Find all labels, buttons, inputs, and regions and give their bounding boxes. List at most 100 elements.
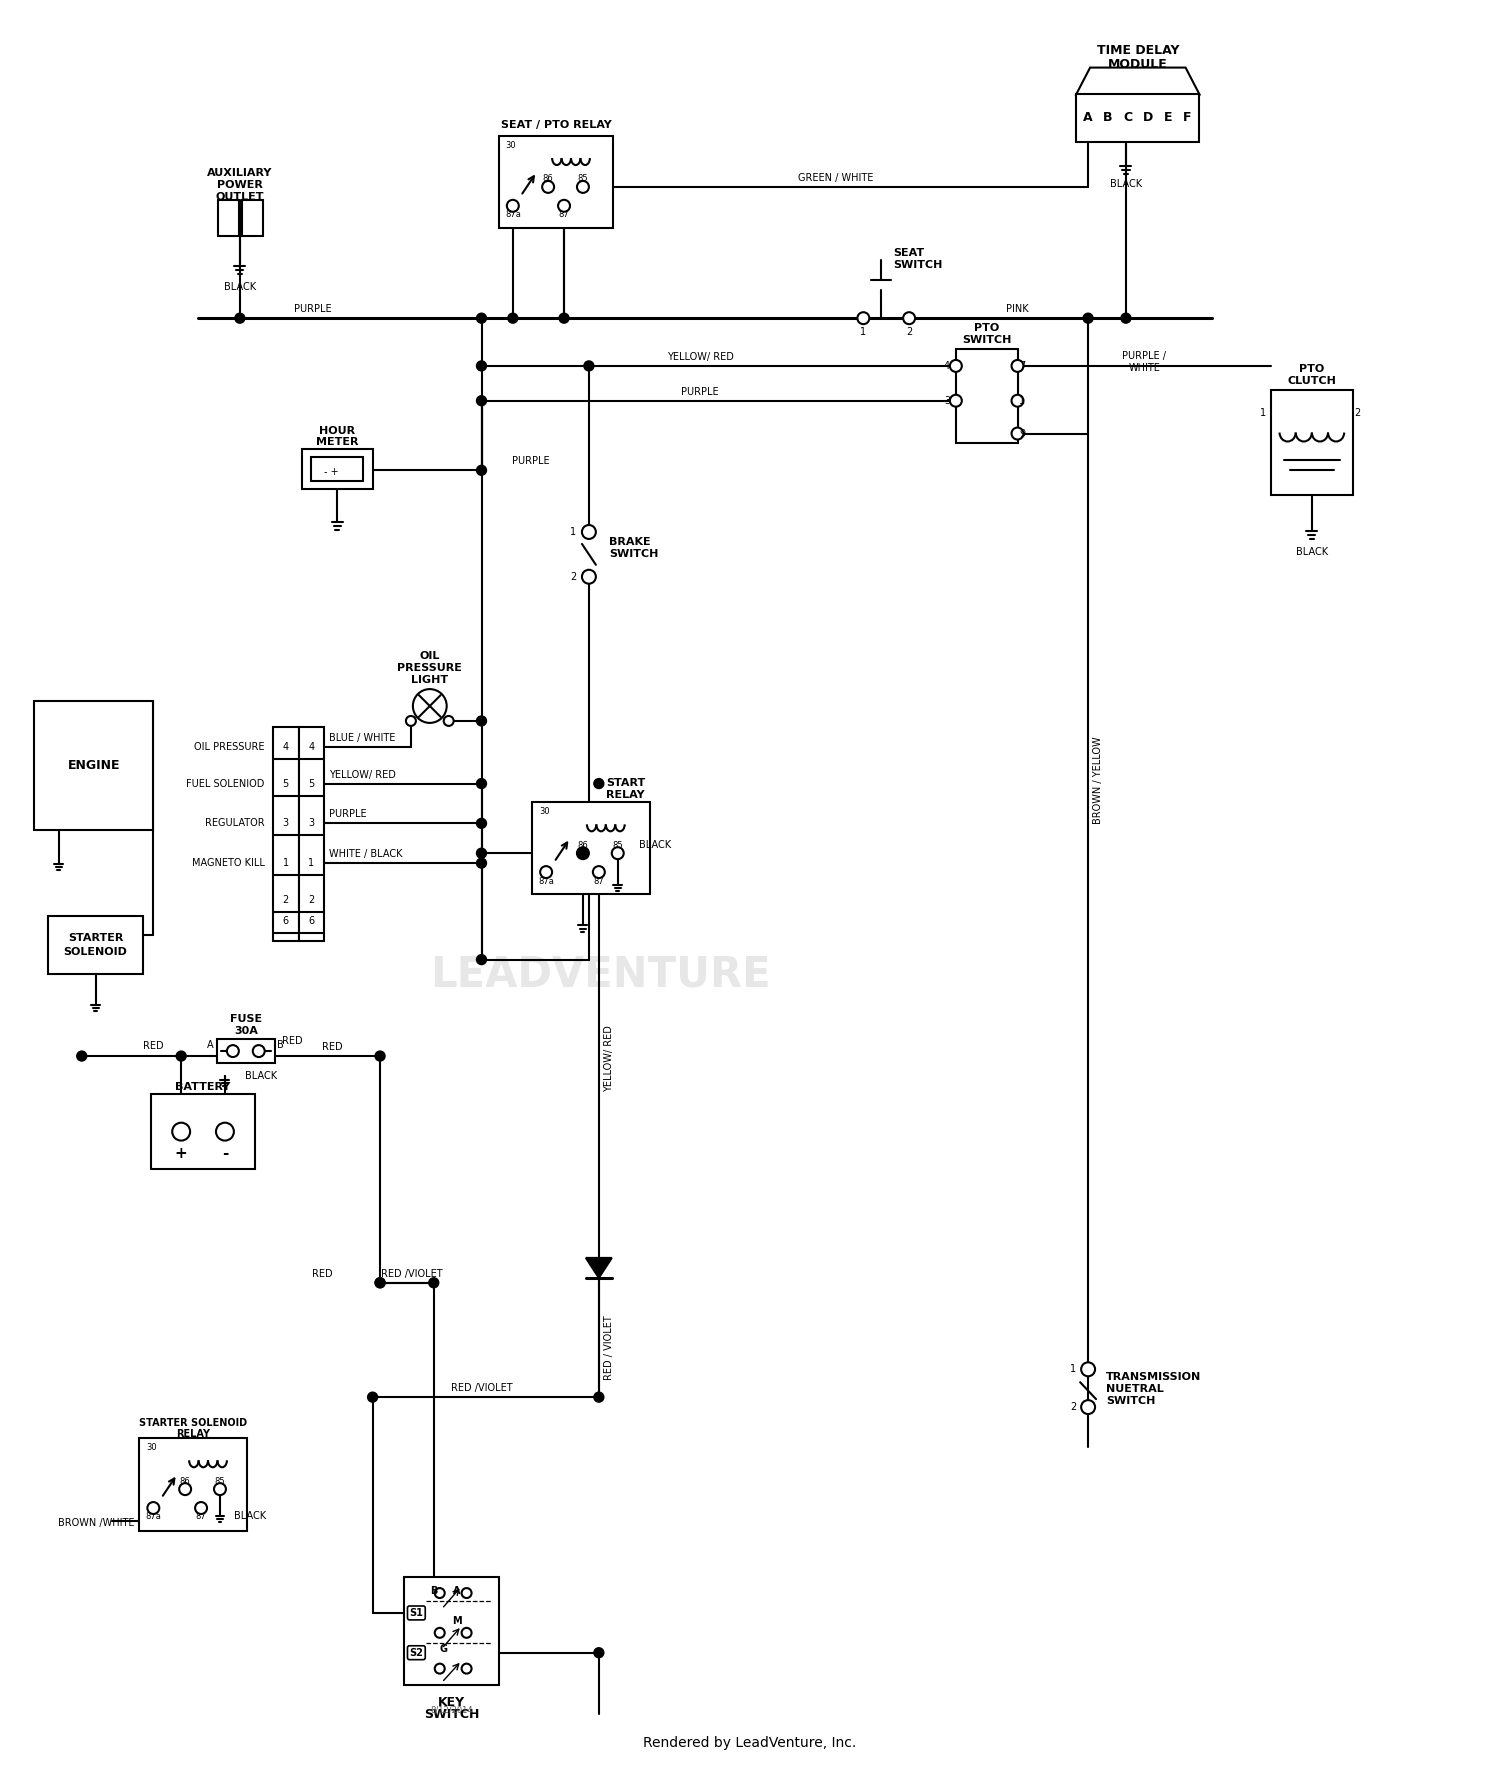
- Circle shape: [462, 1663, 471, 1674]
- Bar: [500, 137, 613, 227]
- Text: 30: 30: [538, 807, 549, 816]
- Bar: [152, 1094, 255, 1168]
- Text: - +: - +: [324, 468, 339, 477]
- Text: TIME DELAY: TIME DELAY: [1096, 44, 1179, 57]
- Circle shape: [178, 1484, 190, 1495]
- Text: 5: 5: [309, 778, 315, 789]
- Bar: [302, 449, 374, 489]
- Text: YELLOW/ RED: YELLOW/ RED: [330, 769, 396, 780]
- Circle shape: [236, 314, 244, 323]
- Text: 87a: 87a: [538, 876, 554, 885]
- Circle shape: [1011, 360, 1023, 372]
- Text: 86: 86: [578, 840, 588, 849]
- Circle shape: [477, 314, 486, 323]
- Text: 1: 1: [861, 326, 867, 337]
- Circle shape: [858, 312, 870, 324]
- Circle shape: [435, 1663, 444, 1674]
- Text: CLUTCH: CLUTCH: [1287, 376, 1336, 387]
- Circle shape: [950, 395, 962, 406]
- Text: RELAY: RELAY: [606, 789, 645, 800]
- Circle shape: [214, 1484, 226, 1495]
- Text: 1: 1: [309, 858, 315, 869]
- Text: 87: 87: [558, 211, 570, 220]
- Text: OUTLET: OUTLET: [216, 191, 264, 202]
- Text: START: START: [606, 778, 645, 787]
- Text: RELAY: RELAY: [176, 1429, 210, 1440]
- Circle shape: [1083, 314, 1094, 323]
- Circle shape: [582, 569, 596, 583]
- Text: 2: 2: [309, 895, 315, 904]
- Text: 3: 3: [282, 819, 288, 828]
- Circle shape: [375, 1278, 386, 1287]
- Text: WHITE / BLACK: WHITE / BLACK: [330, 849, 404, 860]
- Bar: [1270, 390, 1353, 495]
- Circle shape: [477, 465, 486, 475]
- Text: 4: 4: [282, 741, 288, 752]
- Text: PRESSURE: PRESSURE: [398, 663, 462, 674]
- Text: S2: S2: [410, 1647, 423, 1658]
- Circle shape: [195, 1502, 207, 1514]
- Circle shape: [612, 847, 624, 860]
- Bar: [242, 200, 262, 236]
- Text: BRAKE: BRAKE: [609, 537, 651, 546]
- Text: BLACK: BLACK: [234, 1511, 266, 1521]
- Circle shape: [584, 362, 594, 371]
- Circle shape: [1011, 427, 1023, 440]
- Text: 85: 85: [214, 1477, 225, 1486]
- Bar: [956, 349, 1017, 443]
- Text: WHITE: WHITE: [1128, 363, 1160, 372]
- Text: NUETRAL: NUETRAL: [1106, 1385, 1164, 1394]
- Circle shape: [76, 1051, 87, 1060]
- Circle shape: [582, 525, 596, 539]
- Circle shape: [477, 362, 486, 371]
- Circle shape: [254, 1044, 264, 1057]
- Text: B: B: [278, 1041, 284, 1050]
- Text: BLACK: BLACK: [244, 1071, 278, 1082]
- Bar: [48, 917, 142, 973]
- Text: 2: 2: [1070, 1402, 1076, 1411]
- Text: SWITCH: SWITCH: [1106, 1395, 1155, 1406]
- Circle shape: [477, 847, 486, 858]
- Text: 86: 86: [180, 1477, 190, 1486]
- Text: PURPLE /: PURPLE /: [1122, 351, 1167, 362]
- Text: 7: 7: [1020, 362, 1026, 371]
- Text: STARTER: STARTER: [68, 933, 123, 943]
- Text: 30: 30: [146, 1443, 156, 1452]
- Circle shape: [592, 867, 604, 878]
- Text: SWITCH: SWITCH: [892, 261, 942, 271]
- Text: 85: 85: [612, 840, 622, 849]
- Text: 9: 9: [1020, 429, 1026, 438]
- Text: SEAT / PTO RELAY: SEAT / PTO RELAY: [501, 121, 612, 129]
- Text: YELLOW/ RED: YELLOW/ RED: [604, 1025, 613, 1092]
- Text: BROWN /WHITE: BROWN /WHITE: [58, 1518, 135, 1528]
- Circle shape: [1082, 1401, 1095, 1415]
- Text: M: M: [452, 1615, 462, 1626]
- Text: F: F: [1184, 110, 1192, 124]
- Text: BLACK: BLACK: [224, 282, 256, 293]
- Bar: [140, 1438, 248, 1530]
- Text: 3: 3: [944, 395, 950, 406]
- Circle shape: [578, 847, 588, 858]
- Text: PTO: PTO: [974, 323, 999, 333]
- Circle shape: [368, 1392, 378, 1402]
- Bar: [532, 803, 650, 894]
- Circle shape: [1011, 395, 1023, 406]
- Text: 87a: 87a: [506, 211, 520, 220]
- Text: D: D: [1143, 110, 1154, 124]
- Text: OIL: OIL: [420, 651, 440, 661]
- Circle shape: [462, 1628, 471, 1638]
- Text: OIL PRESSURE: OIL PRESSURE: [194, 741, 264, 752]
- Bar: [217, 1039, 274, 1064]
- Circle shape: [444, 716, 453, 725]
- Text: PTO: PTO: [1299, 365, 1324, 374]
- Circle shape: [375, 1278, 386, 1287]
- Circle shape: [540, 867, 552, 878]
- Text: METER: METER: [316, 438, 358, 447]
- Text: 87a: 87a: [146, 1512, 162, 1521]
- Circle shape: [1082, 1362, 1095, 1376]
- Text: 1: 1: [570, 527, 576, 537]
- Circle shape: [477, 858, 486, 869]
- Text: 6: 6: [309, 917, 315, 926]
- Text: RED / VIOLET: RED / VIOLET: [604, 1316, 613, 1379]
- Text: 3: 3: [309, 819, 315, 828]
